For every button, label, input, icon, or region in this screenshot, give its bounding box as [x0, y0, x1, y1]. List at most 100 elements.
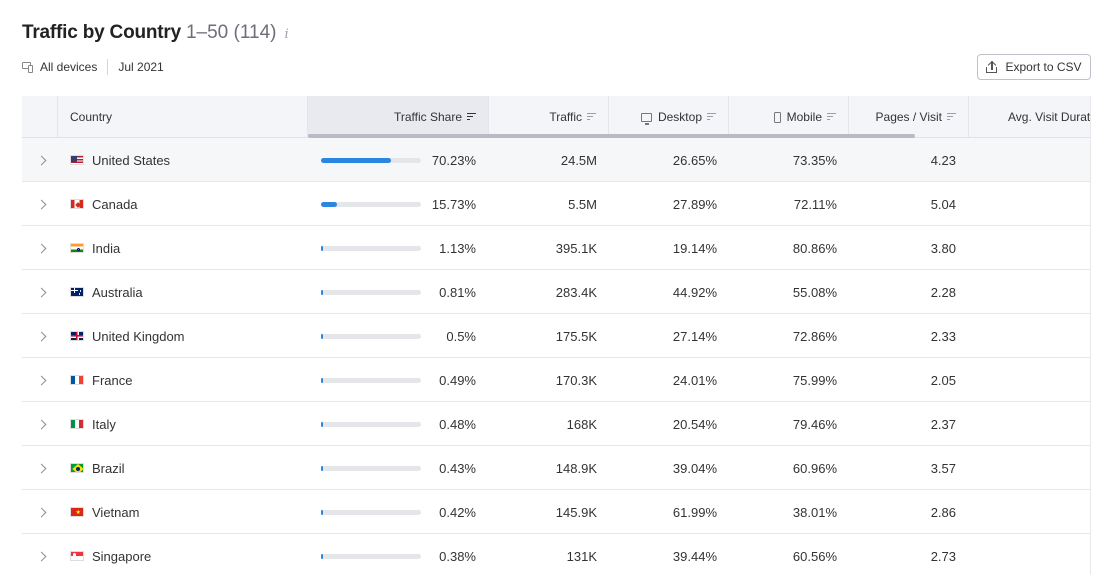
traffic-share-bar-fill	[321, 510, 323, 515]
country-name[interactable]: France	[92, 372, 133, 388]
table-row[interactable]: India 1.13% 395.1K 19.14% 80.86% 3.80	[22, 226, 1090, 270]
expand-row-button[interactable]	[34, 490, 48, 534]
chevron-right-icon	[36, 463, 46, 473]
col-pages-visit[interactable]: Pages / Visit	[849, 96, 969, 138]
table-row[interactable]: United States 70.23% 24.5M 26.65% 73.35% 4.23	[22, 138, 1090, 182]
traffic-share-bar-fill	[321, 422, 323, 427]
table-row[interactable]: United Kingdom 0.5% 175.5K 27.14% 72.86% 2.33	[22, 314, 1090, 358]
table-row[interactable]: Italy 0.48% 168K 20.54% 79.46% 2.37	[22, 402, 1090, 446]
country-cell: Italy	[70, 402, 116, 446]
export-csv-button[interactable]: Export to CSV	[977, 54, 1091, 80]
chevron-right-icon	[36, 375, 46, 385]
country-cell: ★ Vietnam	[70, 490, 139, 534]
country-name[interactable]: United Kingdom	[92, 328, 185, 344]
traffic-share-value: 1.13%	[439, 240, 476, 256]
traffic-value: 170.3K	[555, 372, 597, 388]
col-desktop[interactable]: Desktop	[609, 96, 729, 138]
table-row[interactable]: Canada 15.73% 5.5M 27.89% 72.11% 5.04	[22, 182, 1090, 226]
desktop-value: 61.99%	[672, 504, 717, 520]
traffic-value: 283.4K	[555, 284, 597, 300]
country-cell: Brazil	[70, 446, 125, 490]
expand-column-header	[22, 96, 58, 138]
sort-icon	[947, 113, 956, 121]
expand-row-button[interactable]	[34, 314, 48, 358]
chevron-right-icon	[36, 243, 46, 253]
flag-vn-icon: ★	[70, 507, 84, 517]
col-traffic-share-label: Traffic Share	[393, 110, 462, 124]
desktop-value: 39.44%	[672, 548, 717, 564]
col-mobile[interactable]: Mobile	[729, 96, 849, 138]
country-name[interactable]: Brazil	[92, 460, 125, 476]
traffic-share-value: 15.73%	[431, 196, 476, 212]
table-row[interactable]: Singapore 0.38% 131K 39.44% 60.56% 2.73	[22, 534, 1090, 575]
mobile-value: 72.11%	[793, 196, 837, 212]
mobile-value: 55.08%	[792, 284, 837, 300]
country-name[interactable]: Singapore	[92, 548, 152, 564]
expand-row-button[interactable]	[34, 226, 48, 270]
country-name[interactable]: Italy	[92, 416, 116, 432]
export-label: Export to CSV	[1005, 60, 1082, 74]
expand-row-button[interactable]	[34, 534, 48, 575]
col-avg-visit-duration[interactable]: Avg. Visit Durat	[969, 96, 1090, 138]
col-traffic[interactable]: Traffic	[489, 96, 609, 138]
traffic-share-bar	[321, 554, 421, 559]
table-row[interactable]: Brazil 0.43% 148.9K 39.04% 60.96% 3.57	[22, 446, 1090, 490]
traffic-value: 5.5M	[568, 196, 597, 212]
col-traffic-label: Traffic	[549, 110, 582, 124]
page-header: Traffic by Country 1–50 (114) i	[22, 22, 289, 44]
mobile-value: 79.46%	[792, 416, 837, 432]
info-icon[interactable]: i	[284, 27, 289, 42]
traffic-share-value: 0.42%	[439, 504, 476, 520]
sort-icon	[467, 113, 476, 121]
traffic-share-value: 0.49%	[439, 372, 476, 388]
country-name[interactable]: Canada	[92, 196, 138, 212]
table-row[interactable]: France 0.49% 170.3K 24.01% 75.99% 2.05	[22, 358, 1090, 402]
col-traffic-share[interactable]: Traffic Share	[308, 96, 489, 138]
traffic-share-value: 0.48%	[439, 416, 476, 432]
table-row[interactable]: ★ Vietnam 0.42% 145.9K 61.99% 38.01% 2.86	[22, 490, 1090, 534]
col-desktop-label: Desktop	[657, 110, 702, 124]
filter-divider	[107, 59, 109, 75]
date-filter[interactable]: Jul 2021	[118, 60, 164, 74]
desktop-value: 26.65%	[672, 152, 717, 168]
traffic-value: 24.5M	[560, 152, 597, 168]
expand-row-button[interactable]	[34, 182, 48, 226]
traffic-share-bar	[321, 422, 421, 427]
chevron-right-icon	[36, 287, 46, 297]
pages-visit-value: 3.57	[930, 460, 956, 476]
country-name[interactable]: India	[92, 240, 121, 256]
expand-row-button[interactable]	[34, 358, 48, 402]
horizontal-scrollbar[interactable]	[308, 134, 915, 138]
chevron-right-icon	[36, 155, 46, 165]
pages-visit-value: 2.33	[930, 328, 956, 344]
devices-filter[interactable]: All devices	[40, 60, 98, 74]
mobile-value: 60.96%	[792, 460, 837, 476]
expand-row-button[interactable]	[34, 402, 48, 446]
flag-sg-icon	[70, 551, 84, 561]
expand-row-button[interactable]	[34, 270, 48, 314]
pages-visit-value: 5.04	[930, 196, 956, 212]
traffic-share-value: 0.5%	[446, 328, 476, 344]
table-row[interactable]: Australia 0.81% 283.4K 44.92% 55.08% 2.28	[22, 270, 1090, 314]
country-cell: India	[70, 226, 120, 270]
expand-row-button[interactable]	[34, 446, 48, 490]
expand-row-button[interactable]	[34, 138, 48, 182]
col-country-label: Country	[70, 110, 113, 124]
country-name[interactable]: Australia	[92, 284, 143, 300]
country-name[interactable]: Vietnam	[92, 504, 140, 520]
country-name[interactable]: United States	[92, 152, 171, 168]
table-body: United States 70.23% 24.5M 26.65% 73.35% 4.23…	[22, 138, 1090, 575]
pages-visit-value: 2.05	[930, 372, 956, 388]
desktop-value: 39.04%	[672, 460, 717, 476]
traffic-share-bar	[321, 466, 421, 471]
mobile-value: 60.56%	[792, 548, 837, 564]
flag-ca-icon	[70, 199, 84, 209]
traffic-share-bar	[321, 334, 421, 339]
flag-au-icon	[70, 287, 84, 297]
traffic-share-bar	[321, 510, 421, 515]
traffic-share-bar-fill	[321, 246, 323, 251]
pages-visit-value: 4.23	[930, 152, 956, 168]
sort-icon	[827, 113, 836, 121]
country-cell: Australia	[70, 270, 143, 314]
traffic-value: 148.9K	[555, 460, 597, 476]
